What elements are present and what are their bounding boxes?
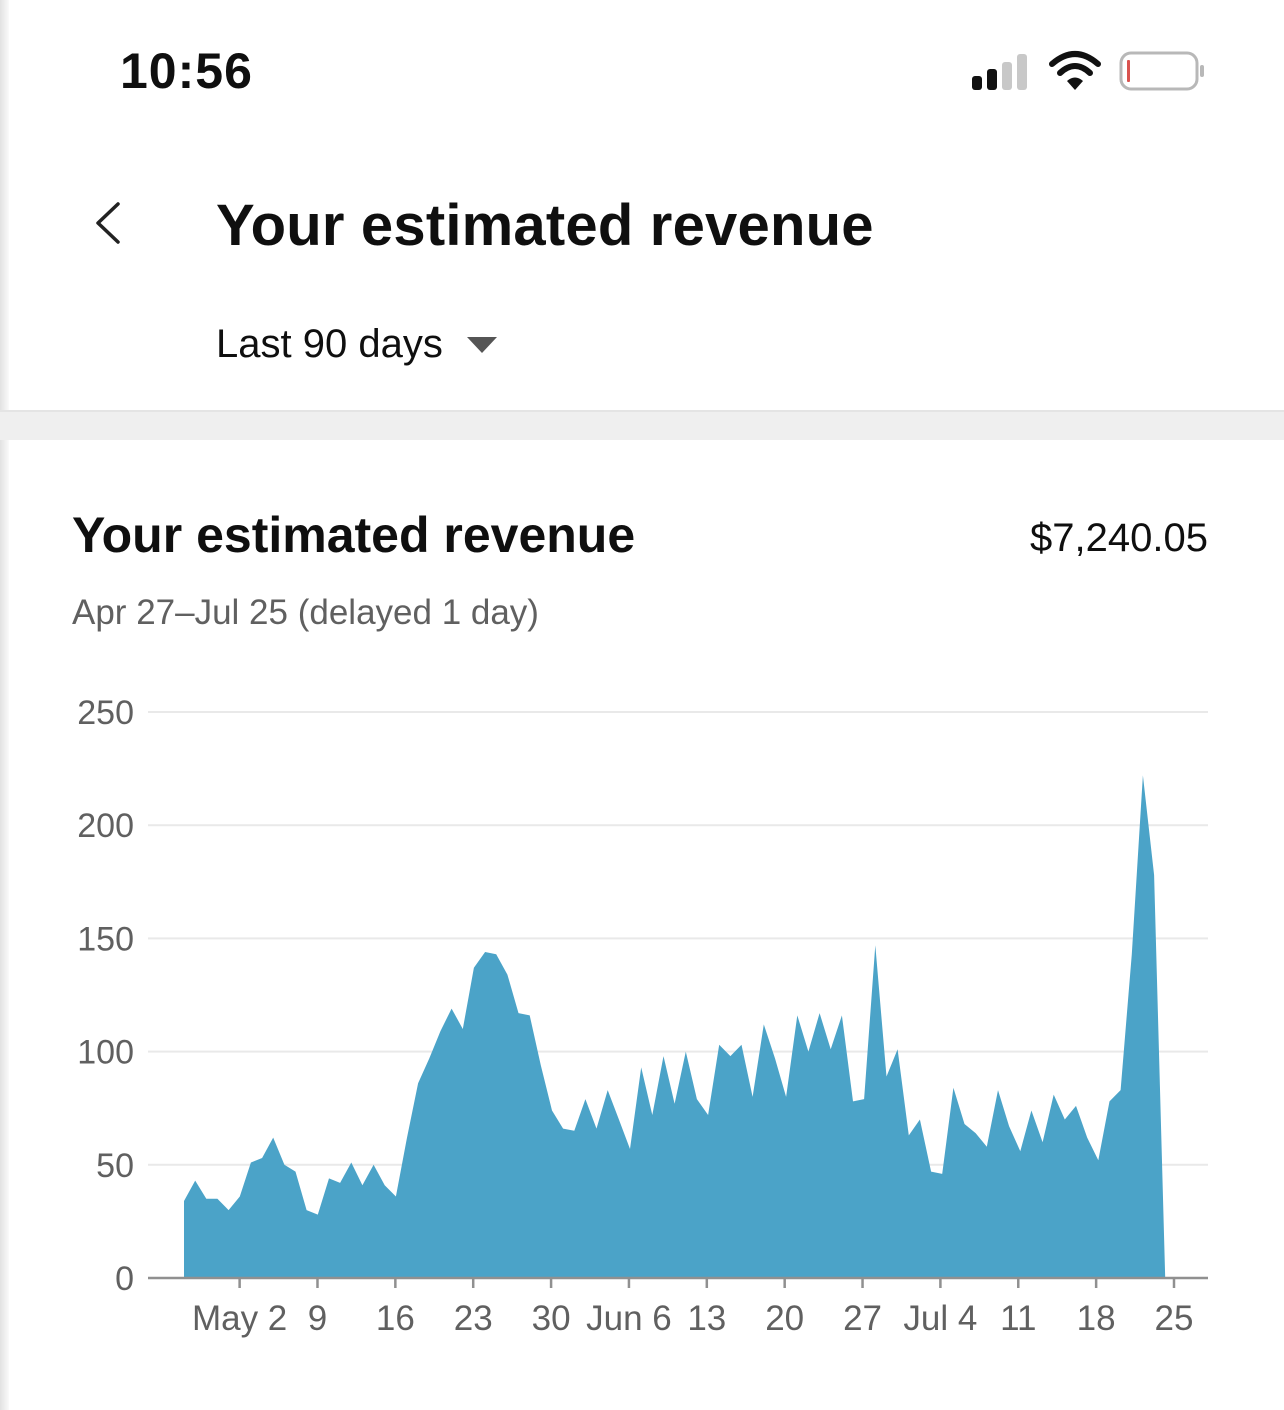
y-tick-label: 150 <box>77 920 134 958</box>
dropdown-caret-icon <box>466 337 497 353</box>
date-range: Apr 27–Jul 25 (delayed 1 day) <box>72 593 539 632</box>
x-tick-label: 18 <box>1077 1299 1116 1338</box>
x-tick-label: 9 <box>308 1299 327 1338</box>
revenue-total: $7,240.05 <box>1030 516 1208 560</box>
left-edge-shade <box>0 0 9 1410</box>
y-tick-label: 250 <box>77 694 134 732</box>
x-tick-label: 13 <box>687 1299 726 1338</box>
back-button[interactable] <box>86 198 136 248</box>
x-tick-label: May 2 <box>192 1299 287 1338</box>
x-tick-label: 11 <box>1000 1299 1036 1338</box>
y-tick-label: 0 <box>115 1260 134 1298</box>
period-selector[interactable]: Last 90 days <box>216 316 497 372</box>
revenue-card[interactable]: Your estimated revenue $7,240.05 Apr 27–… <box>0 438 1284 1410</box>
y-tick-label: 100 <box>77 1034 134 1072</box>
y-tick-label: 200 <box>77 807 134 845</box>
section-divider <box>0 410 1284 440</box>
wifi-icon <box>1049 51 1101 90</box>
x-tick-label: 30 <box>532 1299 571 1338</box>
x-tick-label: 25 <box>1155 1299 1194 1338</box>
x-tick-label: 16 <box>376 1299 415 1338</box>
x-tick-label: 23 <box>454 1299 493 1338</box>
y-tick-label: 50 <box>96 1147 134 1185</box>
card-title: Your estimated revenue <box>72 507 636 563</box>
x-tick-label: Jun 6 <box>586 1299 672 1338</box>
revenue-chart: 0 50 100 150 200 250 May 2 9 16 23 30 Jun 6 13 20 27 Ju… <box>77 694 1208 1338</box>
signal-icon <box>972 54 1027 90</box>
x-tick-label: 20 <box>765 1299 804 1338</box>
x-tick-label: Jul 4 <box>903 1299 977 1338</box>
status-time: 10:56 <box>120 43 253 99</box>
page-header: Your estimated revenue Last 90 days <box>0 150 1284 410</box>
revenue-area-series <box>184 775 1166 1278</box>
status-bar: 10:56 <box>0 0 1284 140</box>
battery-icon <box>1119 51 1204 91</box>
period-selector-value: Last 90 days <box>216 321 443 366</box>
page-title: Your estimated revenue <box>216 193 874 258</box>
x-tick-label: 27 <box>843 1299 882 1338</box>
